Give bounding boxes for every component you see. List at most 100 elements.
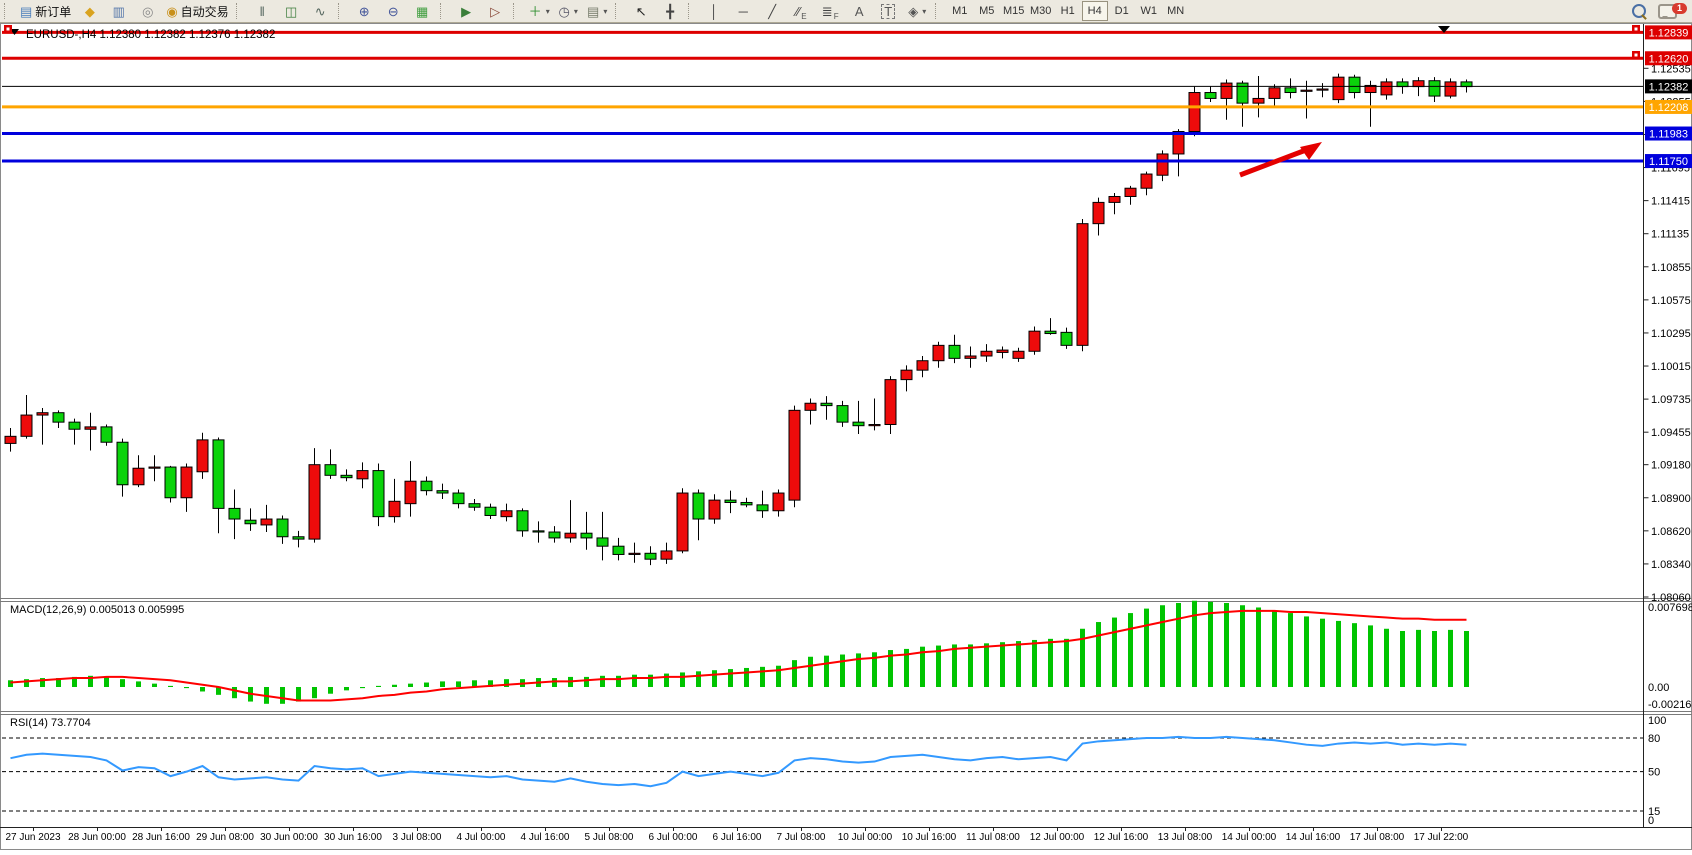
chart-window[interactable]: 1.125351.122551.119751.116951.114151.111… [0, 23, 1692, 850]
candle [868, 424, 881, 427]
line-chart-mode-button[interactable]: ∿ [306, 1, 335, 22]
candle [148, 466, 161, 469]
annotations-layer[interactable] [4, 25, 1640, 178]
candle [180, 466, 193, 499]
equidistant-channel-button[interactable]: ∕∕ E [787, 1, 816, 22]
svg-text:1.08060: 1.08060 [1651, 592, 1691, 604]
candle [36, 412, 49, 416]
svg-text:30 Jun 16:00: 30 Jun 16:00 [324, 832, 382, 843]
down-triangle-marker [1438, 26, 1450, 33]
rsi-pane[interactable]: 100 80 50 150 RSI(14) 73.7704 [2, 715, 1666, 827]
crosshair-button[interactable]: ╋ [656, 1, 685, 22]
candle [20, 414, 33, 437]
candle [1236, 82, 1249, 104]
candle [1012, 350, 1025, 359]
candle [724, 499, 737, 503]
candle [772, 492, 785, 512]
vertical-line-button[interactable]: │ [700, 1, 729, 22]
indicators-button[interactable]: ＋ ▾ [525, 1, 554, 22]
cursor-button[interactable]: ↖ [627, 1, 656, 22]
price-label-box [1645, 126, 1692, 141]
candle [4, 435, 17, 444]
profiles-button[interactable]: ◆ [75, 1, 104, 22]
candle [1028, 330, 1041, 352]
candle [1428, 80, 1441, 97]
arrows-button[interactable]: ◈ ▾ [903, 1, 932, 22]
candle [644, 552, 657, 560]
text-label-button[interactable]: T [874, 1, 903, 22]
timeframe-d1-button[interactable]: D1 [1114, 5, 1129, 17]
candle [1316, 88, 1329, 91]
toolbar-separator [614, 3, 623, 19]
templates-button[interactable]: ▤ ▾ [583, 1, 612, 22]
search-icon [1631, 4, 1646, 18]
data-window-icon: ◎ [142, 3, 154, 19]
candle [404, 480, 417, 505]
svg-text:1.10295: 1.10295 [1651, 328, 1691, 340]
price-label-box [1645, 79, 1692, 94]
candles-layer[interactable] [4, 73, 1473, 566]
text-button[interactable]: A [845, 1, 874, 22]
notifications-button[interactable]: 1 [1653, 1, 1687, 22]
search-button[interactable] [1624, 1, 1653, 22]
timeframe-h4-button[interactable]: H4 [1081, 1, 1108, 21]
svg-text:1.12535: 1.12535 [1651, 63, 1691, 75]
timeframe-w1-button[interactable]: W1 [1140, 5, 1157, 17]
icon-subscript: E [801, 11, 807, 21]
candle [1284, 87, 1297, 94]
periods-button[interactable]: ◷ ▾ [554, 1, 583, 22]
tile-windows-button[interactable]: ▦ [408, 1, 437, 22]
trendline-button[interactable]: ╱ [758, 1, 787, 22]
fibonacci-icon: ≣ [821, 3, 833, 19]
candle [1300, 89, 1313, 92]
timeframe-m15-button[interactable]: M15 [1003, 5, 1025, 17]
text-label-icon: T [881, 3, 896, 19]
macd-pane[interactable]: 0.007698 0.00 -0.002168 MACD(12,26,9) 0.005… [8, 600, 1692, 711]
candle [1156, 153, 1169, 176]
zoom-out-button[interactable]: ⊖ [379, 1, 408, 22]
svg-text:28 Jun 00:00: 28 Jun 00:00 [68, 832, 126, 843]
candle [1444, 81, 1457, 97]
timeframe-m30-button[interactable]: M30 [1030, 5, 1052, 17]
price-chart-canvas[interactable]: 1.125351.122551.119751.116951.114151.111… [0, 23, 1692, 850]
dropdown-caret-icon: ▾ [922, 6, 927, 16]
time-axis[interactable]: 27 Jun 2023 28 Jun 00:00 28 Jun 16:00 29 Ju… [5, 827, 1469, 843]
candle [340, 474, 353, 479]
timeframe-m5-button[interactable]: M5 [979, 5, 995, 17]
price-label-box [1645, 154, 1692, 169]
market-watch-button[interactable]: ▥ [104, 1, 133, 22]
svg-text:0.00: 0.00 [1648, 682, 1669, 694]
timeframe-m1-button[interactable]: M1 [952, 5, 968, 17]
svg-text:50: 50 [1648, 767, 1660, 779]
icon-subscript: F [833, 11, 839, 21]
chart-shift-button[interactable]: ▷ [481, 1, 510, 22]
candlestick-mode-button[interactable]: ◫ [277, 1, 306, 22]
candle [292, 536, 305, 540]
candle [484, 506, 497, 516]
svg-text:1.11983: 1.11983 [1649, 129, 1688, 141]
horizontal-line-button[interactable]: ─ [729, 1, 758, 22]
candle [1204, 92, 1217, 99]
timeframe-h1-button[interactable]: H1 [1060, 5, 1075, 17]
bar-chart-mode-button[interactable]: ‖ [248, 1, 277, 22]
zoom-in-button[interactable]: ⊕ [350, 1, 379, 22]
arrow-head [1300, 142, 1322, 160]
candle [1188, 92, 1201, 133]
svg-text:1.12839: 1.12839 [1649, 27, 1689, 39]
auto-scroll-button[interactable]: ▶ [452, 1, 481, 22]
fibonacci-button[interactable]: ≣ F [816, 1, 845, 22]
auto-trading-button[interactable]: ◉ 自动交易 [162, 1, 232, 22]
candle [676, 492, 689, 552]
svg-text:1.09455: 1.09455 [1651, 427, 1691, 439]
candle [516, 510, 529, 532]
new-order-button[interactable]: ▤ 新订单 [16, 1, 75, 22]
hline-objects-layer[interactable]: 1.12839 1.12620 1.12382 1.12208 1.11983 1.117… [2, 25, 1692, 169]
candle [1124, 187, 1137, 197]
data-window-button[interactable]: ◎ [133, 1, 162, 22]
cursor-icon: ↖ [635, 3, 647, 19]
timeframe-mn-button[interactable]: MN [1167, 5, 1185, 17]
svg-text:1.09180: 1.09180 [1651, 460, 1691, 472]
svg-text:1.08900: 1.08900 [1651, 493, 1691, 505]
svg-text:80: 80 [1648, 733, 1660, 745]
price-axis[interactable]: 1.125351.122551.119751.116951.114151.111… [1643, 63, 1691, 604]
